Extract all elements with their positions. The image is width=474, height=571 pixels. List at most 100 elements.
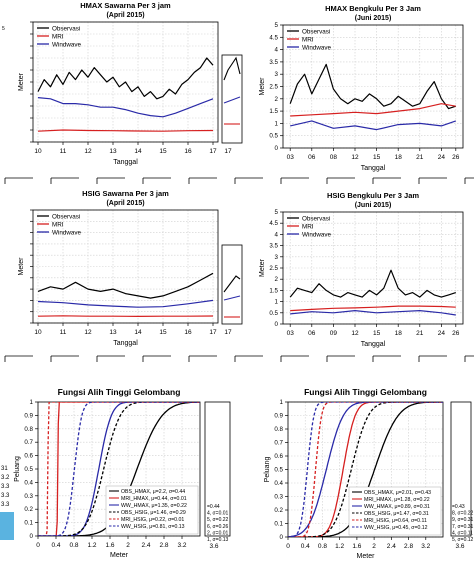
cdf-line [288, 402, 443, 537]
legend-label: Windwave [52, 229, 82, 236]
edge-fragment-label: 3.3 [1, 502, 10, 508]
legend-fragment-text: 4, σ=0.01 [207, 511, 229, 517]
y-tick-label: 0.1 [274, 521, 283, 528]
chart-panel: 10 11 12 13 14 15 16 17 HSIG Sawarna Per 3 jam (A… [18, 189, 219, 347]
legend-fragment-text: 4, σ=0.11 [452, 530, 473, 536]
legend-fragment-text: =0.43 [452, 504, 465, 510]
y-tick-label: 0.8 [24, 426, 33, 433]
y-tick-label: 0.1 [24, 520, 33, 527]
series-line [290, 103, 456, 117]
chart-title: Fungsi Alih Tinggi Gelombang [304, 387, 427, 397]
y-axis-label: Meter [18, 257, 25, 276]
x-tick-label: 11 [60, 148, 67, 155]
y-axis-label: Meter [259, 258, 266, 277]
series-line [290, 120, 456, 131]
x-tick-label: 2.8 [159, 542, 168, 549]
y-tick-label: 0 [275, 145, 279, 152]
x-tick-label: 2 [126, 542, 130, 549]
x-tick-label: 0 [36, 542, 40, 549]
x-tick-label: 03 [287, 154, 295, 161]
partial-plot-frame [221, 54, 243, 144]
x-tick-label: 0.8 [69, 542, 78, 549]
x-axis-label: Meter [357, 553, 376, 560]
y-tick-label: 0.8 [274, 426, 283, 433]
chart-title: Fungsi Alih Tinggi Gelombang [58, 387, 181, 397]
x-tick-label: 24 [438, 154, 446, 161]
series-line [37, 272, 214, 299]
y-tick-label: 2 [275, 276, 279, 283]
legend-label: MRI_HMAX, μ=1.28, σ=0.22 [364, 497, 430, 503]
chart-subtitle: (Juni 2015) [355, 15, 392, 22]
y-tick-label: 1 [275, 120, 279, 127]
chart-panel: 0 0.4 0.8 1.2 1.6 2 2.4 2.8 3.2 0 0.1 0.2 0.3 0.4 0.5 0… [264, 387, 444, 560]
x-tick-label: 1.2 [87, 542, 96, 549]
legend-fragment-text: 1, σ=0.13 [207, 537, 229, 543]
y-tick-label: 1 [30, 399, 34, 406]
y-tick-label: 4 [275, 47, 279, 54]
x-tick-label: 0.4 [301, 543, 310, 550]
chart-panel: 0 0.4 0.8 1.2 1.6 2 2.4 2.8 3.2 0 0.1 0.2 0.3 0.4 0.5 0… [14, 387, 201, 559]
y-tick-label: 4.5 [269, 34, 278, 41]
x-tick-label: 0.8 [318, 543, 327, 550]
legend-fragment-text: 5, σ=0.22 [207, 517, 229, 523]
x-tick-label: 08 [330, 154, 338, 161]
series-line [37, 57, 214, 100]
y-tick-label: 4 [275, 231, 279, 238]
x-tick-label: 1.6 [105, 542, 114, 549]
x-tick-label: 0.4 [51, 542, 60, 549]
y-tick-label: 0 [30, 533, 34, 540]
x-tick-label: 3.2 [177, 542, 186, 549]
series-line [290, 305, 456, 312]
y-tick-label: 3.5 [269, 59, 278, 66]
y-tick-label: 2 [275, 96, 279, 103]
edge-fragment-label: 3.3 [1, 493, 10, 499]
y-axis-label: Peluang [14, 456, 21, 482]
y-tick-label: 0.2 [274, 507, 283, 514]
y-tick-label: 0.9 [274, 413, 283, 420]
partial-plot-frame [204, 401, 231, 537]
x-tick-label: 10 [34, 148, 42, 155]
y-tick-label: 1.5 [269, 287, 278, 294]
legend-label: MRI_HSIG, μ=0.22, σ=0.01 [121, 517, 184, 523]
y-tick-label: 0.4 [24, 479, 33, 486]
x-tick-label: 10 [34, 329, 42, 336]
legend-label: MRI [52, 33, 64, 40]
chart-panel: 10 11 12 13 14 15 16 17 HMAX Sawarna Per 3 jam (A… [18, 1, 219, 166]
x-tick-label: 21 [416, 330, 424, 337]
partial-series-line [223, 56, 241, 81]
x-tick-label: 2.8 [404, 543, 413, 550]
cdf-line [38, 402, 200, 536]
legend-box [105, 485, 199, 535]
y-tick-label: 0 [275, 321, 279, 328]
legend-label: OBS_HMAX, μ=2.01, σ=0.43 [364, 490, 431, 496]
edge-fragment-label: 3.2 [1, 475, 10, 481]
partial-plot-frame [221, 244, 243, 325]
x-tick-label: 16 [184, 148, 192, 155]
y-tick-label: 2.5 [269, 265, 278, 272]
x-tick-label: 15 [159, 148, 167, 155]
series-line [290, 310, 456, 316]
chart-title: HMAX Sawarna Per 3 jam [80, 1, 171, 10]
x-tick-label: 12 [351, 154, 359, 161]
y-axis-label: Peluang [264, 457, 271, 483]
plot-area [289, 269, 456, 316]
legend-label: Observasi [52, 25, 80, 32]
x-tick-label: 12 [84, 148, 92, 155]
x-tick-label: 0 [286, 543, 290, 550]
legend-label: Windwave [52, 41, 82, 48]
y-tick-label: 0.5 [274, 467, 283, 474]
legend-label: WW_HSIG, μ=0.81, σ=0.13 [121, 524, 185, 530]
series-line [37, 97, 214, 118]
edge-stamp [0, 512, 14, 540]
x-tick-label: 09 [330, 330, 338, 337]
x-tick-label: 17 [209, 148, 217, 155]
y-tick-label: 0 [280, 534, 284, 541]
x-tick-label: 03 [287, 330, 295, 337]
legend-label: Observasi [302, 215, 330, 222]
series-line [289, 269, 456, 298]
partial-series-line [223, 96, 241, 104]
chart-panel: 03 06 09 12 15 18 21 24 26 0 0.5 1 1.5 2 2.5 3 3.5 4 4.5 5 H… [259, 191, 464, 348]
